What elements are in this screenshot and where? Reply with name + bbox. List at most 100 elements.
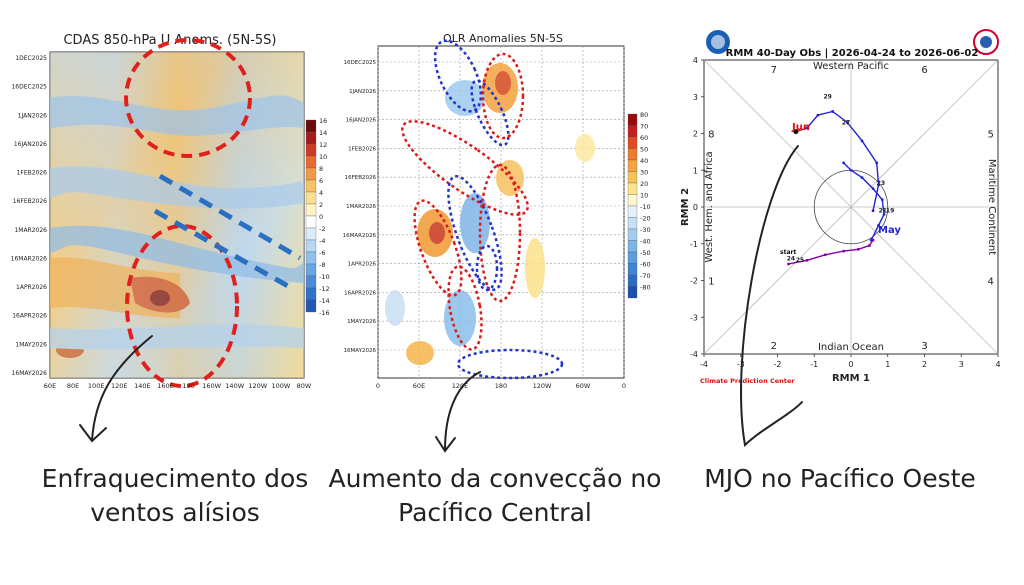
rmm-y-tick: -2 <box>690 277 698 286</box>
olr-colorbar-swatch <box>627 125 638 138</box>
rmm-x-tick: -1 <box>810 360 818 369</box>
u850-colorbar-swatch <box>305 119 317 133</box>
rmm-phase-label: 1 <box>708 277 714 288</box>
u850-colorbar-swatch <box>305 239 317 253</box>
olr-colorbar-label: -40 <box>640 238 651 246</box>
u850-x-tick: 80W <box>297 382 312 390</box>
u850-x-tick: 140E <box>134 382 151 390</box>
u850-x-tick: 160W <box>202 382 221 390</box>
u850-colorbar-swatch <box>305 287 317 301</box>
u850-y-tick: 1FEB2026 <box>17 170 48 177</box>
rmm-series-point <box>842 249 846 253</box>
rmm-series-line <box>843 162 885 241</box>
u850-ellipse-top <box>124 38 252 158</box>
u850-blue-dash-2 <box>153 208 297 293</box>
u850-y-tick: 16FEB2026 <box>13 198 47 205</box>
olr-colorbar-swatch <box>627 263 638 276</box>
rmm-series-point <box>787 262 790 266</box>
caption-middle: Aumento da convecção no Pacífico Central <box>328 464 662 527</box>
olr-colorbar-swatch <box>627 136 638 149</box>
region-western-pacific: Western Pacific <box>813 61 889 72</box>
olr-x-ticks: 0 60E 120E 180 120W 60W 0 <box>376 382 626 390</box>
u850-colorbar-swatch <box>305 263 317 277</box>
olr-colorbar-swatch <box>627 205 638 218</box>
u850-y-tick: 1MAR2026 <box>14 227 47 234</box>
olr-x-tick: 120W <box>533 382 552 390</box>
u850-x-tick: 100W <box>271 382 290 390</box>
u850-blue-dash-1 <box>158 173 302 261</box>
u850-y-tick: 16MAY2026 <box>12 370 48 377</box>
u850-x-tick: 160E <box>157 382 174 390</box>
u850-x-tick: 180 <box>182 382 194 390</box>
rmm-y-tick: -3 <box>690 313 698 322</box>
u850-y-tick: 16DEC2025 <box>11 84 47 91</box>
u850-colorbar: 16 14 12 10 8 6 4 2 0 -2 -4 -6 -8 -10 -12 -14 -16 <box>305 117 330 317</box>
u850-colorbar-label: -14 <box>319 297 330 305</box>
olr-svg: OLR Anomalies 5N-5S <box>343 32 651 390</box>
olr-y-tick: 1MAR2026 <box>346 204 376 210</box>
rmm-series-point <box>877 223 880 227</box>
rmm-title: RMM 40-Day Obs | 2026-04-24 to 2026-06-0… <box>726 48 979 59</box>
olr-x-tick: 180 <box>495 382 507 390</box>
u850-colorbar-label: 4 <box>319 189 323 197</box>
rmm-series-point <box>842 161 846 165</box>
u850-colorbar-label: -6 <box>319 249 325 257</box>
u850-y-tick: 1MAY2026 <box>15 341 47 348</box>
u850-y-tick: 1APR2026 <box>16 284 47 291</box>
rmm-svg: RMM 40-Day Obs | 2026-04-24 to 2026-06-0… <box>680 29 1001 385</box>
rmm-series-point <box>860 176 864 180</box>
olr-colorbar-swatch <box>627 228 638 241</box>
rmm-series-point <box>805 258 809 262</box>
u850-colorbar-label: -12 <box>319 285 330 293</box>
olr-ellipses <box>401 39 564 380</box>
rmm-series-point <box>845 121 849 124</box>
u850-colorbar-swatch <box>305 167 317 181</box>
rmm-y-tick: 4 <box>693 56 698 65</box>
u850-colorbar-swatch <box>305 251 317 265</box>
rmm-phase-label: 3 <box>921 341 927 352</box>
olr-colorbar-swatch <box>627 159 638 172</box>
olr-colorbar-label: 70 <box>640 123 648 131</box>
olr-colorbar-swatch <box>627 182 638 195</box>
u850-colorbar-swatch <box>305 215 317 229</box>
rmm-series-point <box>816 113 820 117</box>
region-west-hem-africa: West. Hem. and Africa <box>704 151 715 262</box>
u850-colorbar-swatch <box>305 299 317 313</box>
u850-colorbar-label: -2 <box>319 225 325 233</box>
rmm-point-label: 24 <box>787 255 795 262</box>
u850-colorbar-swatch <box>305 203 317 217</box>
rmm-series-point <box>882 212 886 216</box>
u850-colorbar-label: 16 <box>319 117 327 125</box>
u850-x-tick: 120E <box>111 382 128 390</box>
olr-colorbar-swatch <box>627 240 638 253</box>
u850-x-tick: 80E <box>67 382 79 390</box>
u850-colorbar-swatch <box>305 143 317 157</box>
rmm-y-tick: 3 <box>693 93 698 102</box>
u850-y-tick: 1JAN2026 <box>18 112 48 119</box>
u850-x-tick: 60E <box>44 382 56 390</box>
rmm-jun-label: Jun <box>791 122 810 133</box>
rmm-x-tick: -3 <box>737 360 745 369</box>
caption-left: Enfraquecimento dos ventos alísios <box>41 464 309 527</box>
rmm-series-point <box>856 247 860 251</box>
u850-colorbar-label: 10 <box>319 153 327 161</box>
olr-colorbar: 80 70 60 50 40 30 20 10 -10 -20 -30 -40 -50 -60 -70 -80 <box>627 111 651 299</box>
rmm-series-point <box>805 126 809 130</box>
olr-y-tick: 16APR2026 <box>344 290 376 296</box>
olr-colorbar-label: -80 <box>640 284 651 292</box>
olr-y-tick: 16DEC2025 <box>343 60 376 66</box>
olr-colorbar-swatch <box>627 251 638 264</box>
rmm-phase-label: 6 <box>921 65 927 76</box>
rmm-may-label: May <box>878 225 901 236</box>
rmm-series-point <box>867 244 871 247</box>
region-indian-ocean: Indian Ocean <box>818 342 884 353</box>
u850-colorbar-label: -4 <box>319 237 325 245</box>
olr-colorbar-label: -70 <box>640 272 651 280</box>
rmm-point-label: 21 <box>879 208 887 215</box>
u850-colorbar-swatch <box>305 179 317 193</box>
u850-x-tick: 100E <box>88 382 105 390</box>
rmm-series-line <box>806 110 880 211</box>
olr-colorbar-swatch <box>627 171 638 184</box>
rmm-point-label: 27 <box>842 119 850 126</box>
rmm-series-point <box>860 139 864 143</box>
